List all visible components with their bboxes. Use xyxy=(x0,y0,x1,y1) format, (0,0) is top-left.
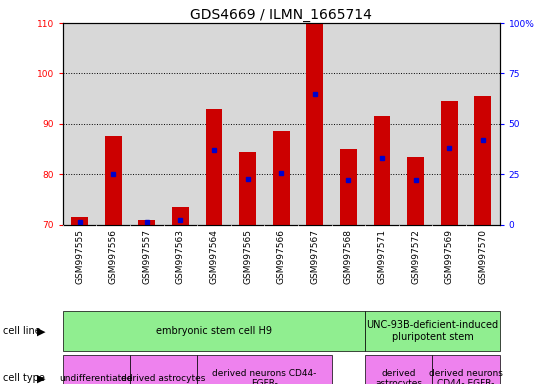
Text: derived neurons
CD44- EGFR-: derived neurons CD44- EGFR- xyxy=(429,369,503,384)
Text: derived neurons CD44-
EGFR-: derived neurons CD44- EGFR- xyxy=(212,369,317,384)
Text: derived astrocytes: derived astrocytes xyxy=(121,374,206,383)
Bar xyxy=(71,217,88,225)
Text: ▶: ▶ xyxy=(37,373,46,383)
Text: cell type: cell type xyxy=(3,373,45,383)
Text: GSM997563: GSM997563 xyxy=(176,229,185,284)
Bar xyxy=(105,136,122,225)
Bar xyxy=(306,23,323,225)
Text: GSM997570: GSM997570 xyxy=(478,229,487,284)
Bar xyxy=(441,101,458,225)
Text: GSM997557: GSM997557 xyxy=(143,229,151,284)
Text: cell line: cell line xyxy=(3,326,40,336)
Text: GSM997564: GSM997564 xyxy=(210,229,218,284)
Title: GDS4669 / ILMN_1665714: GDS4669 / ILMN_1665714 xyxy=(190,8,372,22)
Text: GSM997556: GSM997556 xyxy=(109,229,118,284)
Text: GSM997566: GSM997566 xyxy=(277,229,286,284)
Bar xyxy=(172,207,189,225)
Text: embryonic stem cell H9: embryonic stem cell H9 xyxy=(156,326,272,336)
Text: GSM997565: GSM997565 xyxy=(243,229,252,284)
Bar xyxy=(373,116,390,225)
Bar xyxy=(474,96,491,225)
Bar xyxy=(273,131,289,225)
Text: derived
astrocytes: derived astrocytes xyxy=(375,369,422,384)
Text: GSM997555: GSM997555 xyxy=(75,229,84,284)
Text: ▶: ▶ xyxy=(37,326,46,336)
Text: UNC-93B-deficient-induced
pluripotent stem: UNC-93B-deficient-induced pluripotent st… xyxy=(366,320,498,342)
Bar xyxy=(206,109,222,225)
Text: undifferentiated: undifferentiated xyxy=(60,374,133,383)
Text: GSM997572: GSM997572 xyxy=(411,229,420,284)
Text: GSM997568: GSM997568 xyxy=(344,229,353,284)
Bar xyxy=(407,157,424,225)
Text: GSM997571: GSM997571 xyxy=(377,229,387,284)
Bar xyxy=(239,152,256,225)
Text: GSM997569: GSM997569 xyxy=(444,229,454,284)
Text: GSM997567: GSM997567 xyxy=(310,229,319,284)
Bar xyxy=(138,220,155,225)
Bar xyxy=(340,149,357,225)
